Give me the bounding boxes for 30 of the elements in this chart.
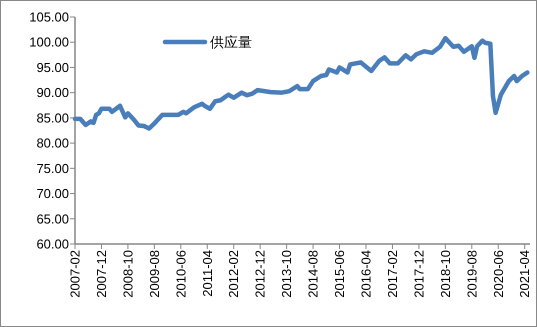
x-tick-label: 2014-08: [306, 250, 321, 298]
y-tick-label: 60.00: [36, 236, 69, 252]
y-tick-label: 85.00: [36, 110, 69, 126]
y-tick-label: 80.00: [36, 136, 69, 151]
y-tick-label: 90.00: [36, 85, 69, 100]
x-tick-label: 2017-12: [411, 250, 426, 298]
x-tick-label: 2017-02: [384, 250, 400, 298]
x-tick-label: 2008-10: [120, 250, 136, 298]
x-tick-label: 2011-04: [200, 250, 215, 297]
x-tick-label: 2019-08: [464, 250, 480, 298]
x-tick-label: 2013-10: [279, 250, 294, 298]
x-tick-label: 2016-04: [358, 250, 374, 298]
y-tick-label: 100.00: [29, 34, 69, 50]
x-tick-label: 2007-12: [94, 250, 109, 298]
line-series: [72, 36, 530, 131]
x-tick-label: 2007-02: [68, 250, 82, 298]
y-tick-label: 105.00: [29, 10, 69, 24]
x-tick-label: 2021-04: [517, 250, 532, 298]
y-tick-label: 65.00: [36, 211, 69, 226]
x-tick-label: 2012-12: [252, 250, 268, 298]
x-tick-label: 2018-10: [438, 250, 453, 298]
x-tick-label: 2009-08: [146, 250, 162, 298]
y-tick-label: 70.00: [36, 186, 69, 202]
y-tick-label: 75.00: [36, 160, 69, 176]
x-tick-label: 2020-06: [490, 250, 506, 298]
x-tick-label: 2015-06: [332, 250, 348, 298]
legend-label: 供应量: [210, 34, 252, 50]
x-tick-label: 2010-06: [173, 250, 188, 298]
y-tick-label: 95.00: [36, 60, 69, 75]
x-tick-label: 2012-02: [226, 250, 242, 298]
